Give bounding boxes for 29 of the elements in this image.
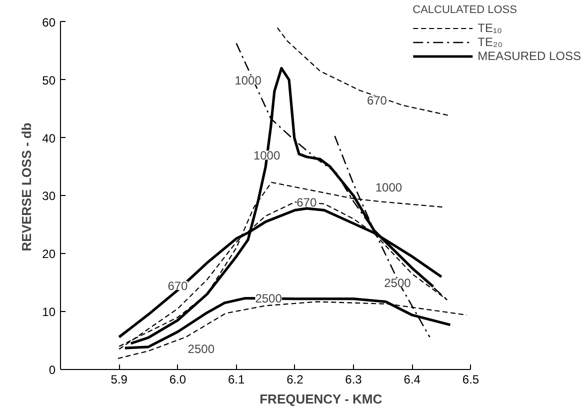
x-tick-label: 6.2 <box>286 372 304 386</box>
y-tick-label: 20 <box>42 247 56 262</box>
y-tick-label: 60 <box>42 15 56 30</box>
x-tick-label: 6.4 <box>404 372 421 386</box>
y-tick-label: 30 <box>42 189 56 204</box>
annotation: 1000 <box>375 180 402 194</box>
x-tick-label: 6.1 <box>228 372 245 386</box>
annotation: 2500 <box>255 292 282 306</box>
x-tick-label: 6.5 <box>462 372 480 386</box>
y-tick-label: 0 <box>48 363 56 377</box>
legend-title: CALCULATED LOSS <box>412 4 518 16</box>
y-axis-title: REVERSE LOSS - db <box>19 122 34 252</box>
y-tick-label: 10 <box>42 305 56 320</box>
annotation: 1000 <box>234 73 262 88</box>
y-tick-label: 40 <box>42 131 56 146</box>
annotation: 2500 <box>384 276 412 290</box>
annotation: 670 <box>296 196 317 210</box>
x-tick-label: 6.0 <box>169 372 186 386</box>
annotation: 670 <box>168 278 188 293</box>
legend-label: MEASURED LOSS <box>478 49 581 63</box>
x-tick-label: 5.9 <box>110 372 128 386</box>
annotation: 2500 <box>188 342 215 356</box>
x-axis-title: FREQUENCY - KMC <box>260 392 383 406</box>
legend-label: TE₂₀ <box>478 35 503 49</box>
annotation: 1000 <box>253 148 280 163</box>
x-tick-label: 6.3 <box>345 372 362 386</box>
y-tick-label: 50 <box>42 73 56 88</box>
legend-label: TE₁₀ <box>478 21 502 35</box>
annotation: 670 <box>366 94 388 108</box>
